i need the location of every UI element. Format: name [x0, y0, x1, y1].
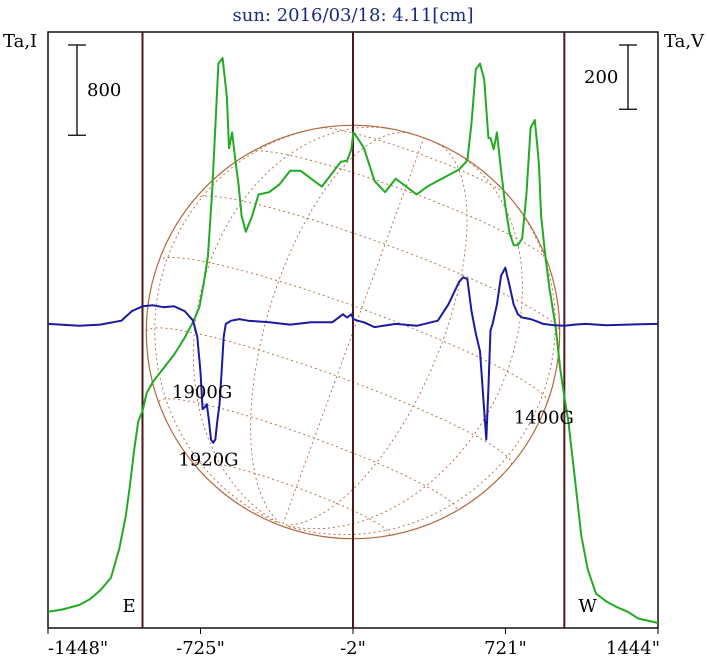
disk-longitude-line	[282, 137, 425, 525]
x-tick-label-3: 721"	[484, 638, 527, 659]
disk-longitude-line	[250, 132, 410, 524]
x-tick-label-0: -1448"	[48, 638, 108, 659]
right-axis-label: Ta,V	[664, 31, 705, 52]
field-annotation-0: 1900G	[172, 382, 232, 403]
scale-bars: 800 200	[68, 44, 637, 136]
disk-latitude-line	[250, 150, 548, 261]
right-scale-bar-label: 200	[584, 67, 618, 88]
series-line-I	[47, 57, 659, 624]
x-tick-label-1: -725"	[176, 638, 225, 659]
left-scale-bar-label: 800	[87, 80, 121, 101]
x-tick-label-2: -2"	[340, 638, 366, 659]
chart-title: sun: 2016/03/18: 4.11[cm]	[232, 5, 473, 26]
x-ticks: -1448" -725" -2" 721" 1444"	[47, 628, 660, 659]
disk-longitude-line	[285, 143, 468, 526]
field-annotation-1: 1920G	[178, 449, 238, 470]
annotations: 1900G 1920G 1400G	[172, 382, 574, 470]
left-axis-label: Ta,I	[3, 31, 37, 52]
disk-latitude-line	[319, 127, 511, 198]
marker-label-E: E	[122, 596, 135, 617]
series-line-V	[47, 266, 659, 444]
disk-longitude-line	[289, 183, 556, 536]
disk-latitude-line	[194, 461, 390, 535]
field-annotation-2: 1400G	[514, 408, 574, 429]
disk-latitude-line	[195, 195, 561, 332]
disk-longitude-line	[288, 152, 523, 530]
series-layer	[47, 57, 659, 624]
marker-label-W: W	[578, 596, 597, 617]
x-tick-label-4: 1444"	[606, 638, 660, 659]
disk-latitude-line	[158, 256, 548, 403]
